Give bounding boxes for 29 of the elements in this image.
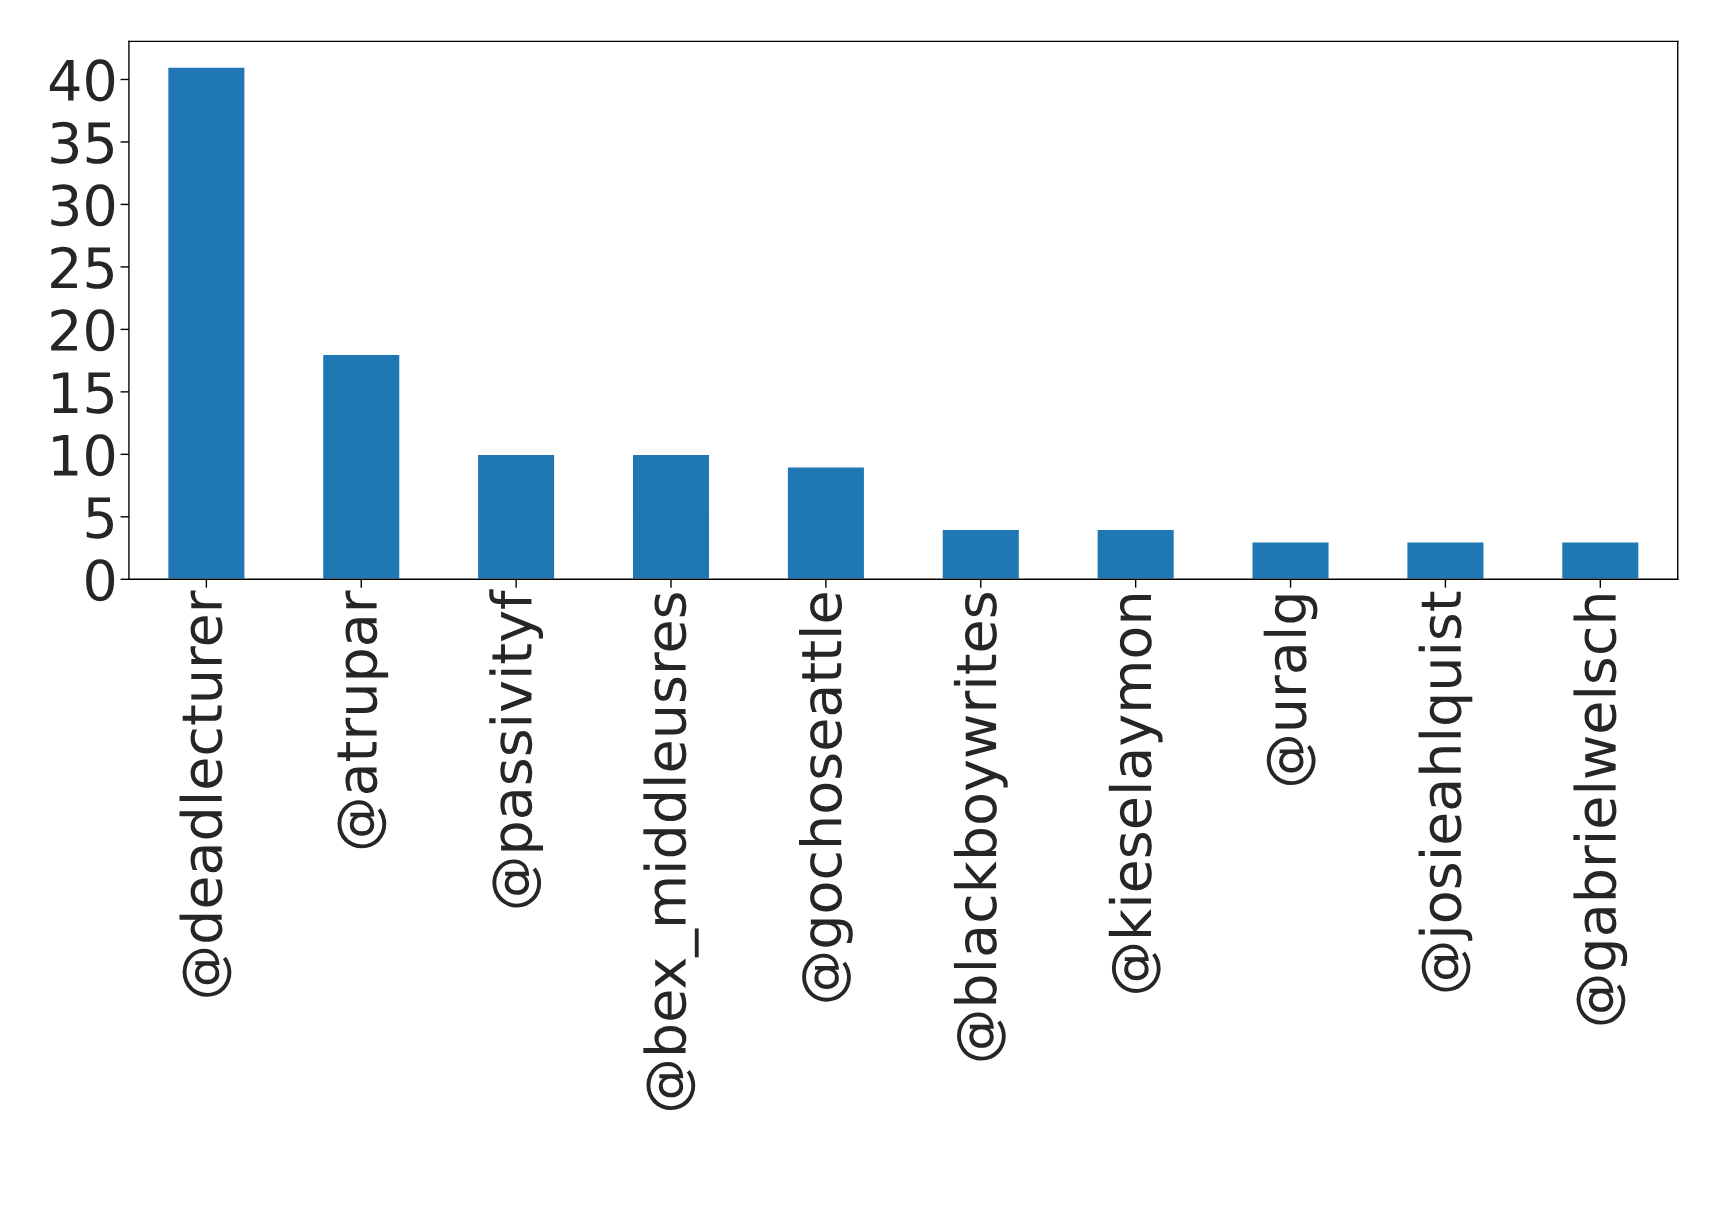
x-tick-label: @kieselaymon (1108, 595, 1163, 993)
y-tick-label: 0 (86, 559, 115, 602)
bar (166, 66, 246, 580)
x-tick-label: @deadlecturer (179, 590, 232, 997)
bar (321, 353, 401, 580)
y-tick-label: 15 (53, 372, 113, 414)
x-tick-label: @passivityf (489, 589, 544, 908)
y-tick-label: 40 (49, 59, 115, 102)
x-tick-label: @gochoseattle (799, 593, 853, 1002)
x-tick-label: @atrupar (337, 590, 389, 849)
bar (1560, 541, 1640, 580)
y-tick-label: 25 (51, 246, 113, 289)
bar (786, 466, 866, 580)
y-tick-label: 5 (86, 497, 113, 539)
bar (476, 453, 556, 580)
x-tick-label: @uralg (1263, 595, 1318, 786)
bar (1406, 541, 1485, 580)
bar (631, 453, 711, 580)
y-tick-label: 10 (53, 434, 115, 477)
bar (1251, 541, 1330, 580)
x-tick-label: @josieahlquist (1418, 591, 1473, 992)
x-tick-label: @bex_middleusres (643, 593, 699, 1110)
y-tick-label: 30 (51, 184, 115, 227)
bar (1096, 528, 1176, 580)
y-tick-label: 20 (51, 309, 115, 352)
x-tick-label: @gabrielwelsch (1573, 595, 1628, 1025)
bar (941, 528, 1021, 580)
y-tick-label: 35 (51, 121, 113, 164)
x-tick-label: @blackboywrites (953, 593, 1008, 1061)
